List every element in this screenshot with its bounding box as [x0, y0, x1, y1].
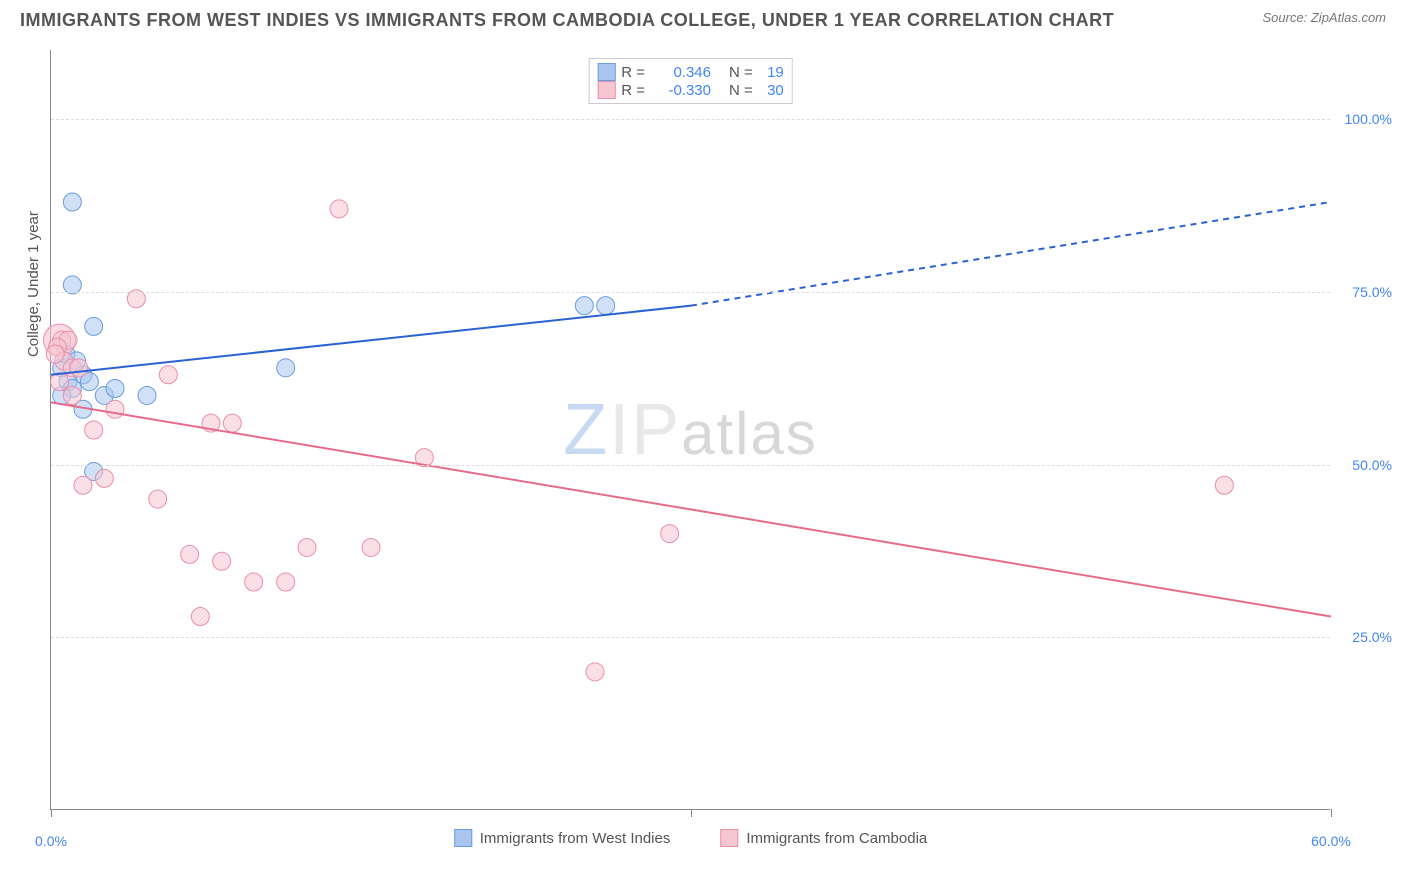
legend-swatch	[720, 829, 738, 847]
chart-area: ZIPatlas R = 0.346N = 19R = -0.330N = 30…	[50, 50, 1330, 810]
x-tick	[691, 809, 692, 817]
legend-stat-row: R = -0.330 N = 30	[597, 81, 784, 99]
scatter-plot	[51, 50, 1331, 810]
y-axis-title: College, Under 1 year	[25, 211, 42, 357]
n-value: 19	[759, 64, 784, 81]
x-tick-label: 60.0%	[1311, 833, 1351, 849]
y-tick-label: 75.0%	[1352, 284, 1392, 300]
y-tick-label: 100.0%	[1345, 111, 1392, 127]
legend-item: Immigrants from West Indies	[454, 829, 671, 847]
legend-stats: R = 0.346 N = 19 R = -0.330 N = 30	[588, 58, 793, 104]
y-tick-label: 50.0%	[1352, 457, 1392, 473]
grid-line	[51, 637, 1330, 638]
title-bar: IMMIGRANTS FROM WEST INDIES VS IMMIGRANT…	[0, 0, 1406, 31]
r-value: -0.330	[651, 82, 711, 99]
legend-item: Immigrants from Cambodia	[720, 829, 927, 847]
source-label: Source: ZipAtlas.com	[1262, 10, 1386, 25]
r-value: 0.346	[651, 64, 711, 81]
n-label: N =	[729, 64, 753, 81]
legend-swatch	[597, 81, 615, 99]
x-tick	[51, 809, 52, 817]
legend-stat-row: R = 0.346 N = 19	[597, 63, 784, 81]
grid-line	[51, 292, 1330, 293]
x-tick-label: 0.0%	[35, 833, 67, 849]
r-label: R =	[621, 82, 645, 99]
r-label: R =	[621, 64, 645, 81]
chart-title: IMMIGRANTS FROM WEST INDIES VS IMMIGRANT…	[20, 10, 1114, 31]
n-value: 30	[759, 82, 784, 99]
y-tick-label: 25.0%	[1352, 629, 1392, 645]
x-tick	[1331, 809, 1332, 817]
legend-label: Immigrants from West Indies	[480, 830, 671, 847]
n-label: N =	[729, 82, 753, 99]
legend-series: Immigrants from West Indies Immigrants fr…	[454, 829, 928, 847]
legend-swatch	[454, 829, 472, 847]
legend-swatch	[597, 63, 615, 81]
legend-label: Immigrants from Cambodia	[746, 830, 927, 847]
grid-line	[51, 465, 1330, 466]
grid-line	[51, 119, 1330, 120]
